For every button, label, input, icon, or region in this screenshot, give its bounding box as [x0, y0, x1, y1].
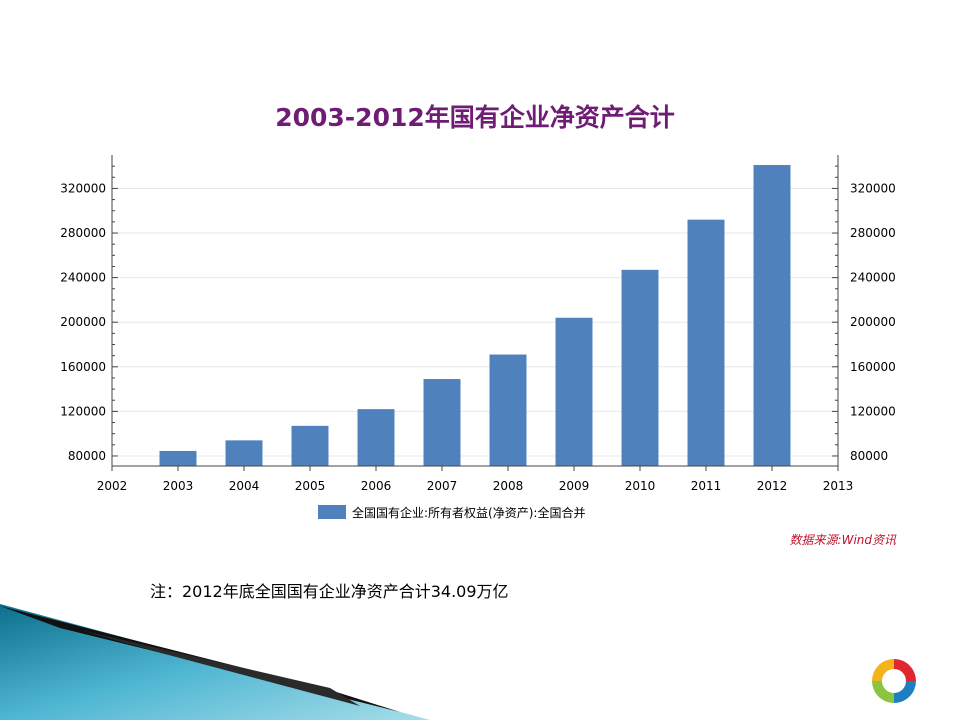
x-tick-label: 2009 — [559, 479, 590, 493]
x-tick-label: 2013 — [823, 479, 854, 493]
source-label: 数据来源:Wind资讯 — [789, 533, 896, 547]
axes — [111, 155, 839, 471]
y-tick-label-right: 200000 — [850, 315, 896, 329]
x-tick-label: 2002 — [97, 479, 128, 493]
x-tick-label: 2007 — [427, 479, 458, 493]
tick-labels: 2002 2003 2004 2005 2006 2007 2008 2009 2010 2011… — [60, 181, 896, 493]
bar — [159, 450, 197, 466]
x-tick-label: 2003 — [163, 479, 194, 493]
bar — [225, 440, 263, 466]
gridlines — [112, 187, 838, 457]
y-tick-label-left: 240000 — [60, 271, 106, 285]
y-tick-label-right: 120000 — [850, 404, 896, 418]
bars — [159, 165, 791, 466]
x-tick-label: 2012 — [757, 479, 788, 493]
bar — [357, 409, 395, 466]
y-tick-label-right: 280000 — [850, 226, 896, 240]
x-tick-label: 2004 — [229, 479, 260, 493]
bar — [423, 379, 461, 466]
y-tick-label-left: 280000 — [60, 226, 106, 240]
y-tick-label-left: 120000 — [60, 404, 106, 418]
legend: 全国国有企业:所有者权益(净资产):全国合并 — [318, 505, 585, 520]
bar — [291, 425, 329, 466]
x-tick-label: 2010 — [625, 479, 656, 493]
y-tick-label-left: 80000 — [68, 449, 106, 463]
x-tick-label: 2006 — [361, 479, 392, 493]
y-tick-label-left: 160000 — [60, 360, 106, 374]
chart-title: 2003-2012年国有企业净资产合计 — [275, 103, 675, 132]
x-tick-label: 2008 — [493, 479, 524, 493]
bar — [555, 317, 593, 466]
y-tick-label-right: 320000 — [850, 181, 896, 195]
y-tick-label-right: 160000 — [850, 360, 896, 374]
chart-note: 注：2012年底全国国有企业净资产合计34.09万亿 — [150, 582, 509, 601]
bar — [753, 165, 791, 466]
bar — [621, 269, 659, 466]
y-tick-label-left: 320000 — [60, 181, 106, 195]
company-logo-icon — [872, 659, 916, 703]
legend-swatch — [318, 505, 346, 519]
x-tick-label: 2011 — [691, 479, 722, 493]
bar — [687, 219, 725, 466]
y-tick-label-left: 200000 — [60, 315, 106, 329]
legend-label: 全国国有企业:所有者权益(净资产):全国合并 — [352, 505, 585, 520]
y-tick-label-right: 80000 — [850, 449, 888, 463]
bar — [489, 354, 527, 466]
x-tick-label: 2005 — [295, 479, 326, 493]
y-tick-label-right: 240000 — [850, 271, 896, 285]
